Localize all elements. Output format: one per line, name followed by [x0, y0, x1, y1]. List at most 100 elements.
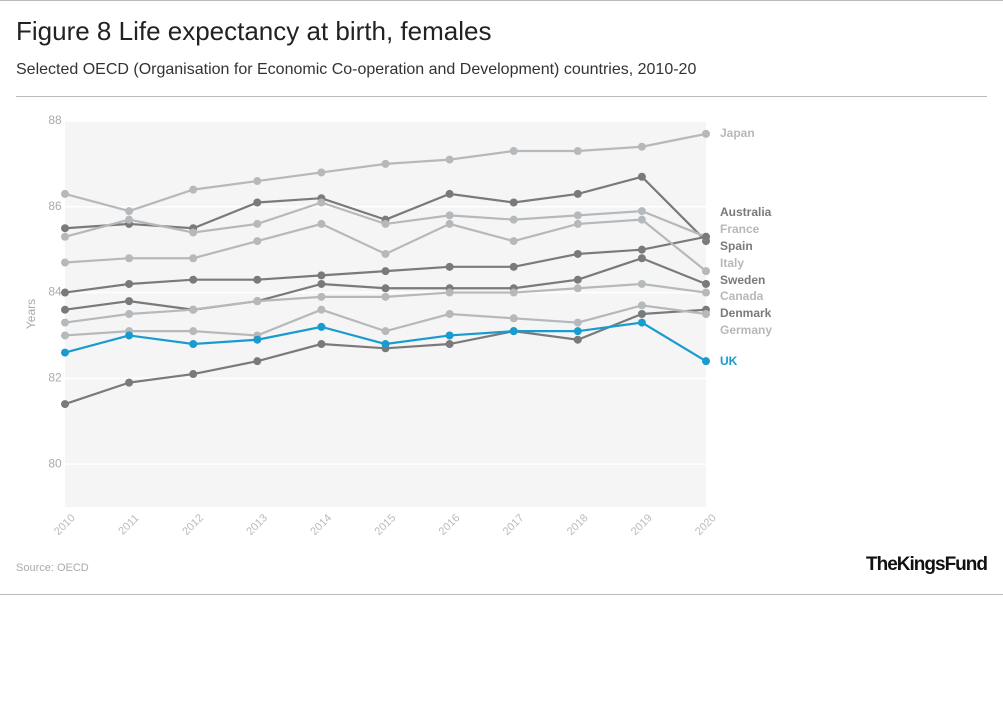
data-point [445, 189, 454, 198]
data-point [125, 254, 134, 263]
data-point [61, 189, 69, 198]
data-point [509, 237, 518, 246]
data-point [61, 305, 69, 314]
series-label: Spain [720, 239, 753, 253]
data-point [573, 147, 582, 156]
source: Source: OECD [16, 562, 89, 574]
data-point [381, 249, 390, 258]
data-point [637, 301, 646, 310]
data-point [61, 318, 69, 327]
series-label: Germany [720, 323, 772, 337]
data-point [381, 159, 390, 168]
data-point [702, 310, 710, 318]
data-point [702, 288, 710, 297]
data-point [702, 232, 710, 241]
data-point [573, 211, 582, 220]
x-tick-label: 2018 [565, 512, 591, 538]
y-tick-label: 80 [48, 456, 62, 470]
data-point [637, 245, 646, 254]
data-point [637, 279, 646, 288]
y-tick-label: 88 [48, 113, 62, 127]
data-point [61, 400, 69, 409]
y-tick-label: 86 [48, 199, 62, 213]
data-point [573, 249, 582, 258]
series-label: Canada [720, 289, 764, 303]
data-point [253, 177, 262, 186]
x-tick-label: 2015 [373, 512, 399, 538]
data-point [61, 288, 69, 297]
data-point [61, 348, 69, 357]
data-point [125, 331, 134, 340]
data-point [125, 378, 134, 387]
series-label: Japan [720, 126, 755, 140]
data-point [573, 327, 582, 336]
data-point [189, 305, 198, 314]
data-point [317, 292, 326, 301]
data-point [445, 340, 454, 349]
data-point [381, 327, 390, 336]
data-point [253, 275, 262, 284]
data-point [317, 340, 326, 349]
x-tick-label: 2012 [180, 512, 206, 538]
data-point [253, 237, 262, 246]
data-point [509, 327, 518, 336]
data-point [702, 357, 710, 366]
x-tick-label: 2013 [244, 512, 270, 538]
data-point [381, 340, 390, 349]
data-point [702, 279, 710, 288]
data-point [702, 267, 710, 276]
data-point [381, 284, 390, 293]
x-tick-label: 2011 [116, 512, 141, 537]
data-point [573, 275, 582, 284]
data-point [125, 310, 134, 318]
data-point [125, 207, 134, 216]
series-label: Italy [720, 256, 744, 270]
data-point [61, 224, 69, 233]
data-point [253, 198, 262, 207]
data-point [381, 219, 390, 228]
data-point [317, 271, 326, 280]
data-point [125, 215, 134, 224]
series-label: Sweden [720, 273, 765, 287]
data-point [317, 198, 326, 207]
chart-title: Figure 8 Life expectancy at birth, femal… [16, 16, 491, 46]
data-point [317, 279, 326, 288]
data-point [189, 254, 198, 263]
data-point [189, 370, 198, 379]
data-point [61, 232, 69, 241]
y-axis-label: Years [24, 299, 38, 329]
data-point [189, 327, 198, 336]
data-point [637, 310, 646, 318]
series-label: France [720, 222, 760, 236]
x-tick-label: 2010 [52, 512, 78, 538]
data-point [637, 254, 646, 263]
data-point [573, 318, 582, 327]
data-point [317, 168, 326, 177]
series-label: Denmark [720, 306, 772, 320]
data-point [253, 357, 262, 366]
data-point [61, 258, 69, 267]
data-point [125, 279, 134, 288]
data-point [637, 142, 646, 151]
y-tick-label: 82 [48, 371, 62, 385]
data-point [637, 207, 646, 216]
data-point [573, 219, 582, 228]
data-point [189, 275, 198, 284]
data-point [637, 215, 646, 224]
data-point [509, 262, 518, 271]
data-point [317, 219, 326, 228]
data-point [702, 129, 710, 138]
x-tick-label: 2020 [693, 512, 719, 538]
data-point [253, 335, 262, 344]
data-point [317, 305, 326, 314]
y-tick-label: 84 [48, 285, 62, 299]
data-point [509, 215, 518, 224]
data-point [445, 262, 454, 271]
data-point [509, 314, 518, 323]
data-point [189, 340, 198, 349]
data-point [445, 219, 454, 228]
data-point [573, 189, 582, 198]
data-point [445, 211, 454, 220]
data-point [509, 198, 518, 207]
data-point [445, 288, 454, 297]
